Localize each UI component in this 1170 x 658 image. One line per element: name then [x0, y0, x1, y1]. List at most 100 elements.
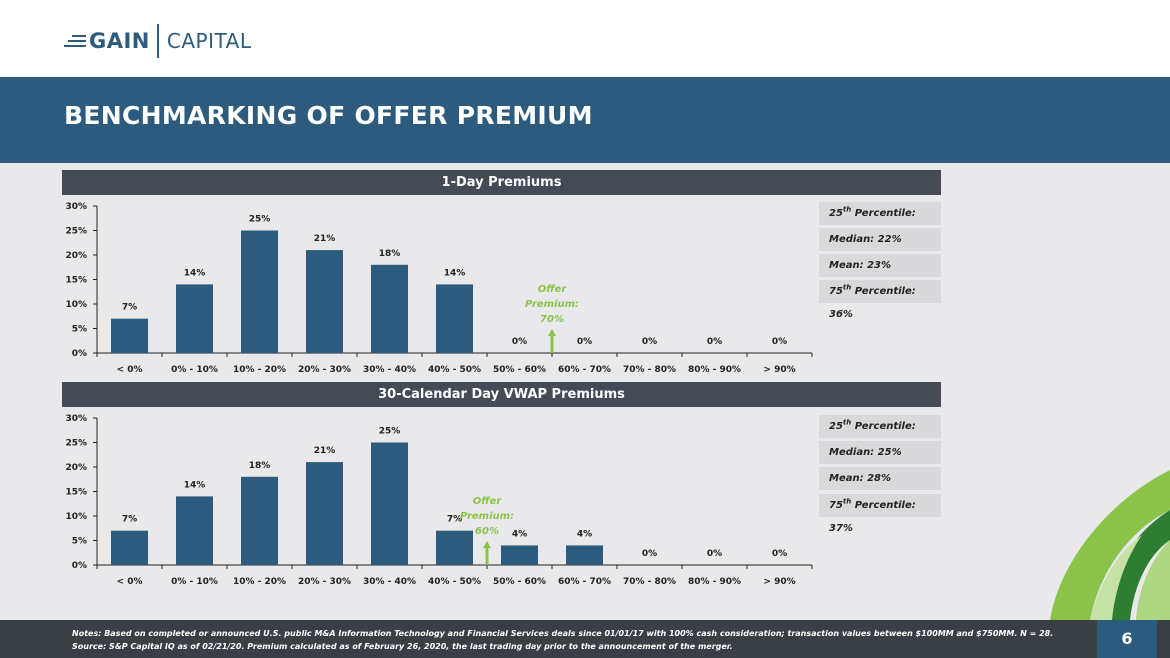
chart2-y-tick-label: 10% [65, 512, 87, 522]
chart2-bar [241, 476, 278, 565]
chart1-y-tick-label: 15% [65, 276, 87, 286]
chart1-category-label: 80% - 90% [688, 365, 741, 375]
chart1-category-label: 70% - 80% [623, 365, 676, 375]
chart2-bar [501, 545, 538, 565]
chart2-bar [176, 496, 213, 565]
chart2-vwap-premiums: 0% 5% 10% 15% 20% 25% 30% 7% < 0% 14% 0% - 10% 18% 1… [65, 414, 813, 587]
chart2-offer-premium-label: Offer [473, 496, 503, 507]
chart2-bar [436, 530, 473, 565]
chart1-section-title: 1-Day Premiums [62, 170, 941, 195]
chart1-data-label: 21% [314, 234, 336, 244]
chart1-category-label: < 0% [117, 365, 143, 375]
chart2-category-label: 80% - 90% [688, 577, 741, 587]
chart1-data-label: 0% [577, 337, 592, 347]
chart1-bar [241, 230, 278, 353]
chart1-category-label: 10% - 20% [233, 365, 286, 375]
chart2-category-label: 50% - 60% [493, 577, 546, 587]
chart2-section-title: 30-Calendar Day VWAP Premiums [62, 382, 941, 407]
chart2-y-tick-label: 5% [72, 537, 87, 547]
chart1-data-label: 25% [249, 215, 271, 225]
chart2-category-label: 0% - 10% [171, 577, 218, 587]
title-banner: BENCHMARKING OF OFFER PREMIUM [0, 77, 1170, 163]
chart1-one-day-premiums: 0% 5% 10% 15% 20% 25% 30% 7% < 0% 14% 0% - 10% 25% 1… [65, 202, 813, 375]
chart2-y-tick-label: 20% [65, 463, 87, 473]
decorative-swoosh-graphic [1050, 470, 1170, 620]
chart2-stat-75th-percentile: 75th Percentile: 37% [819, 494, 941, 534]
chart1-bar [111, 318, 148, 353]
chart1-y-tick-label: 5% [72, 325, 87, 335]
chart2-category-label: > 90% [763, 577, 795, 587]
chart2-stat-25th-percentile: 25th Percentile: 12% [819, 415, 941, 455]
footer-notes-bar: Notes: Based on completed or announced U… [0, 620, 1170, 658]
top-header: GAIN CAPITAL [0, 0, 1170, 77]
logo-gain-text: GAIN [89, 29, 150, 53]
chart1-category-label: 40% - 50% [428, 365, 481, 375]
chart2-data-label: 4% [512, 529, 527, 539]
chart2-data-label: 21% [314, 446, 336, 456]
chart1-data-label: 18% [379, 249, 401, 259]
chart1-y-tick-label: 25% [65, 227, 87, 237]
chart2-stat-mean: Mean: 28% [819, 467, 941, 490]
logo-speed-lines-icon [64, 35, 86, 47]
chart2-offer-premium-label: 60% [475, 526, 499, 537]
footer-notes: Notes: Based on completed or announced U… [72, 628, 1072, 653]
gain-capital-logo: GAIN CAPITAL [64, 24, 251, 58]
chart1-data-label: 14% [184, 268, 206, 278]
chart1-data-label: 0% [772, 337, 787, 347]
chart2-category-label: 40% - 50% [428, 577, 481, 587]
chart1-stat-75th-percentile: 75th Percentile: 36% [819, 280, 941, 320]
chart2-data-label: 0% [707, 549, 722, 559]
chart2-y-tick-label: 15% [65, 488, 87, 498]
chart2-category-label: 60% - 70% [558, 577, 611, 587]
chart1-category-label: 20% - 30% [298, 365, 351, 375]
chart1-offer-premium-label: 70% [540, 314, 564, 325]
chart2-y-tick-label: 0% [72, 561, 87, 571]
chart1-category-label: 50% - 60% [493, 365, 546, 375]
chart2-category-label: 70% - 80% [623, 577, 676, 587]
footer-source-line: Source: S&P Capital IQ as of 02/21/20. P… [72, 641, 733, 651]
footer-notes-line: Notes: Based on completed or announced U… [72, 629, 1054, 638]
chart2-category-label: 10% - 20% [233, 577, 286, 587]
chart2-bar [566, 545, 603, 565]
chart2-data-label: 7% [447, 515, 462, 525]
logo-capital-text: CAPITAL [166, 29, 252, 53]
chart1-offer-arrow-shaft [550, 335, 554, 353]
chart1-bar [371, 264, 408, 353]
chart2-data-label: 25% [379, 427, 401, 437]
chart1-bar [176, 284, 213, 353]
chart1-stat-25th-percentile: 25th Percentile: 11% [819, 202, 941, 242]
chart2-data-label: 18% [249, 461, 271, 471]
chart2-offer-arrow-shaft [485, 547, 489, 565]
chart1-stat-mean: Mean: 23% [819, 254, 941, 277]
page-title: BENCHMARKING OF OFFER PREMIUM [64, 101, 593, 130]
chart1-data-label: 0% [642, 337, 657, 347]
chart1-data-label: 0% [707, 337, 722, 347]
chart2-category-label: 20% - 30% [298, 577, 351, 587]
chart2-data-label: 4% [577, 529, 592, 539]
chart1-category-label: 60% - 70% [558, 365, 611, 375]
chart2-data-label: 14% [184, 480, 206, 490]
chart2-offer-arrow-head [483, 541, 491, 548]
chart1-offer-premium-label: Premium: [525, 299, 579, 310]
chart1-offer-premium-label: Offer [538, 284, 568, 295]
chart1-data-label: 0% [512, 337, 527, 347]
chart2-y-tick-label: 25% [65, 439, 87, 449]
logo-divider [156, 24, 159, 58]
chart1-y-tick-label: 30% [65, 202, 87, 212]
chart1-offer-arrow-head [548, 329, 556, 336]
chart1-stat-median: Median: 22% [819, 228, 941, 251]
chart1-category-label: 30% - 40% [363, 365, 416, 375]
chart1-category-label: 0% - 10% [171, 365, 218, 375]
chart1-data-label: 7% [122, 303, 137, 313]
chart1-y-tick-label: 10% [65, 300, 87, 310]
chart2-y-tick-label: 30% [65, 414, 87, 424]
chart2-category-label: < 0% [117, 577, 143, 587]
chart2-data-label: 0% [772, 549, 787, 559]
chart1-bar [306, 250, 343, 353]
chart2-stat-median: Median: 25% [819, 441, 941, 464]
chart2-data-label: 7% [122, 515, 137, 525]
chart2-data-label: 0% [642, 549, 657, 559]
chart2-bar [111, 530, 148, 565]
chart2-category-label: 30% - 40% [363, 577, 416, 587]
chart1-data-label: 14% [444, 268, 466, 278]
